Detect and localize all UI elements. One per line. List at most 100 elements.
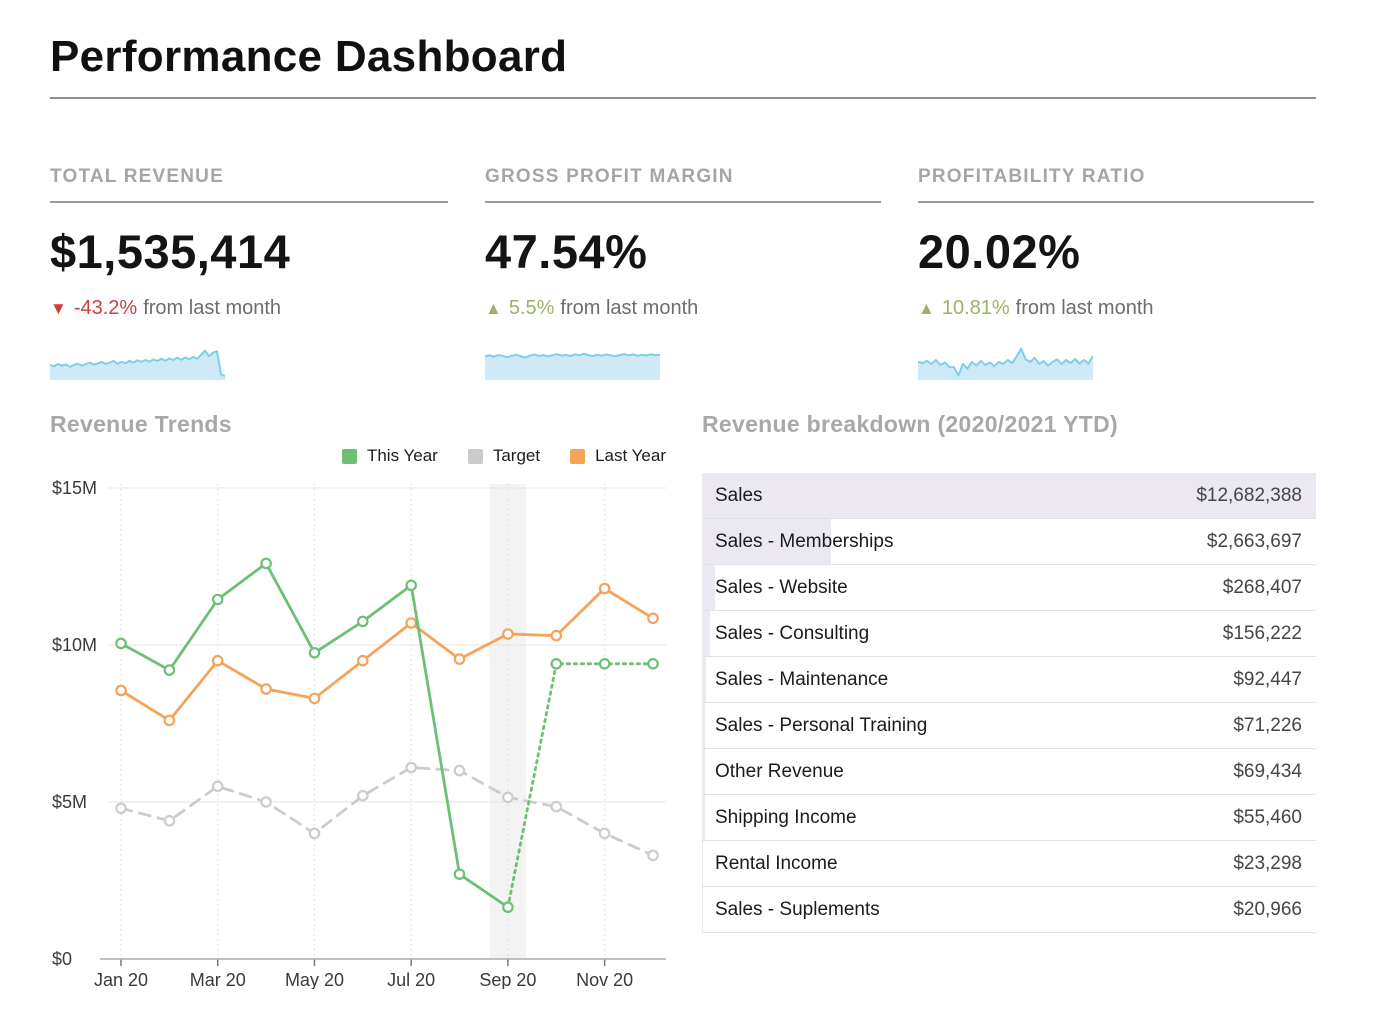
kpi-row: TOTAL REVENUE $1,535,414 ▼ -43.2% from las… (50, 165, 1316, 380)
data-point-target (163, 814, 176, 827)
row-label: Shipping Income (715, 806, 857, 828)
revenue-breakdown-table: Sales $12,682,388 Sales - Memberships $2,66… (702, 473, 1316, 933)
revenue-trends-section: Revenue Trends This Year Target Last Year … (50, 410, 666, 989)
data-point-last-year (356, 654, 369, 667)
data-point-target (115, 802, 127, 815)
data-point-this-year (647, 658, 659, 670)
x-axis-tick-label: Jan 20 (94, 970, 148, 989)
legend-label: This Year (366, 446, 438, 465)
kpi-value: $1,535,414 (50, 225, 291, 278)
data-point-this-year (260, 557, 272, 570)
kpi-label: GROSS PROFIT MARGIN (485, 166, 734, 187)
data-point-target (550, 800, 563, 813)
data-point-last-year (260, 683, 272, 695)
data-point-target (260, 796, 272, 808)
x-axis-tick-label: Jul 20 (387, 970, 435, 989)
data-point-target (211, 780, 224, 793)
section-heading-revenue-trends: Revenue Trends (50, 411, 232, 437)
data-point-target (405, 761, 417, 774)
legend-swatch-this-year (341, 448, 357, 464)
row-value-bar (702, 519, 831, 564)
table-row: Rental Income $23,298 (702, 841, 1316, 887)
series-line-target (119, 766, 655, 857)
row-value: $69,434 (1233, 760, 1302, 782)
x-axis-tick-label: Sep 20 (479, 970, 536, 989)
row-value-bar (702, 565, 716, 610)
row-value-bar (702, 611, 710, 656)
table-row: Sales - Consulting $156,222 (702, 611, 1316, 657)
data-point-last-year (115, 684, 127, 697)
data-point-this-year (405, 579, 417, 592)
delta-up-icon: ▲ (485, 299, 502, 318)
legend-label: Target (492, 446, 541, 465)
table-row: Sales - Memberships $2,663,697 (702, 519, 1316, 565)
data-point-target (453, 764, 466, 777)
delta-percent: 10.81% (941, 297, 1010, 319)
legend-swatch-last-year (570, 448, 586, 464)
kpi-card-total-revenue: TOTAL REVENUE $1,535,414 ▼ -43.2% from las… (50, 165, 448, 380)
row-label: Sales - Personal Training (715, 714, 928, 736)
row-value: $20,966 (1233, 898, 1302, 920)
data-point-last-year (308, 692, 321, 705)
data-point-this-year (211, 593, 224, 606)
kpi-card-profitability-ratio: PROFITABILITY RATIO 20.02% ▲ 10.81% from l… (918, 165, 1314, 380)
row-value-bar (702, 887, 704, 932)
row-value: $23,298 (1233, 852, 1302, 874)
data-point-this-year (550, 658, 563, 670)
data-point-this-year (453, 868, 466, 880)
data-point-last-year (211, 654, 224, 667)
legend-swatch-target (467, 448, 483, 464)
chart-legend: This Year Target Last Year (50, 445, 666, 467)
row-value: $268,407 (1222, 576, 1302, 598)
data-point-last-year (647, 612, 659, 625)
row-value: $92,447 (1233, 668, 1302, 690)
delta-caption: from last month (560, 297, 699, 319)
table-row: Shipping Income $55,460 (702, 795, 1316, 841)
row-value-bar (702, 473, 1316, 518)
row-value: $55,460 (1233, 806, 1302, 828)
row-value: $71,226 (1233, 714, 1302, 736)
data-point-last-year (502, 628, 514, 640)
x-axis-tick-label: Nov 20 (576, 970, 633, 989)
y-axis-tick-label: $10M (52, 635, 97, 655)
data-point-last-year (453, 653, 466, 665)
main-content-row: Revenue Trends This Year Target Last Year … (50, 410, 1316, 989)
row-value-bar (702, 795, 705, 840)
kpi-divider (485, 201, 881, 203)
y-axis-tick-label: $0 (52, 949, 72, 969)
title-divider (50, 97, 1316, 99)
data-point-target (308, 827, 321, 840)
legend-item-target[interactable]: Target (467, 446, 541, 466)
series-line-this-year-projected (506, 662, 655, 909)
kpi-value: 47.54% (485, 225, 648, 278)
row-value-bar (702, 657, 707, 702)
row-value-bar (702, 703, 706, 748)
page-title: Performance Dashboard (50, 32, 568, 81)
data-point-last-year (598, 582, 611, 595)
kpi-sparkline-chart (485, 352, 660, 380)
kpi-sparkline-chart (918, 347, 1093, 380)
row-label: Sales - Suplements (715, 898, 880, 920)
legend-item-last-year[interactable]: Last Year (570, 446, 666, 466)
row-value: $156,222 (1222, 622, 1302, 644)
legend-item-this-year[interactable]: This Year (341, 446, 438, 466)
data-point-this-year (308, 647, 321, 659)
row-value-bar (702, 749, 706, 794)
data-point-target (356, 789, 369, 802)
revenue-trends-chart: $15M $10M $5M $0 Jan 20 Mar 20 May 20 Jul 20 Sep… (52, 478, 666, 989)
table-row: Sales - Personal Training $71,226 (702, 703, 1316, 749)
data-point-this-year (598, 658, 611, 670)
kpi-label: TOTAL REVENUE (50, 166, 224, 187)
data-point-last-year (163, 714, 176, 727)
kpi-divider (918, 201, 1314, 203)
row-label: Rental Income (715, 852, 838, 874)
y-axis-tick-label: $15M (52, 478, 97, 498)
data-point-last-year (550, 629, 563, 642)
data-point-this-year (163, 664, 176, 676)
row-label: Sales - Maintenance (715, 668, 889, 690)
data-point-target (647, 849, 659, 862)
kpi-card-gross-profit-margin: GROSS PROFIT MARGIN 47.54% ▲ 5.5% from las… (485, 165, 881, 380)
legend-label: Last Year (595, 446, 666, 465)
data-point-target (598, 827, 611, 840)
table-row: Other Revenue $69,434 (702, 749, 1316, 795)
